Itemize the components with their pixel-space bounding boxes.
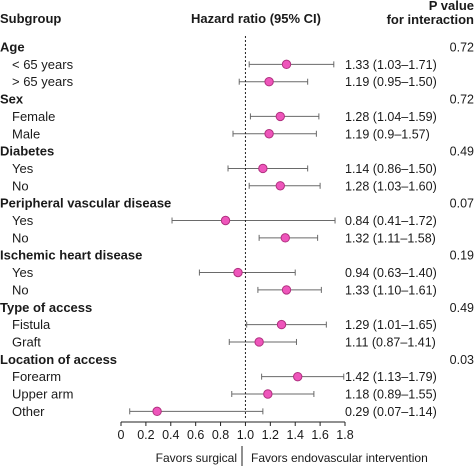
hazard-ratio-estimate: 1.33 (1.10–1.61) bbox=[345, 283, 437, 297]
subgroup-label: Female bbox=[12, 109, 55, 124]
hazard-ratio-point bbox=[293, 371, 303, 382]
hazard-ratio-estimate: 1.19 (0.95–1.50) bbox=[345, 75, 437, 89]
favors-endovascular-label: Favors endovascular intervention bbox=[251, 451, 428, 465]
hazard-ratio-point bbox=[258, 163, 268, 174]
subgroup-label: Fistula bbox=[12, 317, 51, 332]
hazard-ratio-point bbox=[281, 59, 292, 70]
hazard-ratio-estimate: 1.11 (0.87–1.41) bbox=[345, 335, 436, 349]
hazard-ratio-estimate: 0.29 (0.07–1.14) bbox=[345, 405, 437, 419]
p-value-header-line2: for interaction bbox=[387, 12, 474, 27]
hazard-ratio-estimate: 1.19 (0.9–1.57) bbox=[345, 127, 430, 141]
subgroup-header: Subgroup bbox=[0, 11, 61, 26]
hazard-ratio-point bbox=[280, 233, 290, 243]
x-tick-label: 1.0 bbox=[237, 428, 254, 442]
subgroup-label: Yes bbox=[12, 161, 34, 176]
favors-surgical-label: Favors surgical bbox=[156, 451, 237, 465]
hazard-ratio-estimate: 1.28 (1.04–1.59) bbox=[345, 110, 437, 124]
group-label: Type of access bbox=[0, 300, 92, 315]
x-tick-label: 0.2 bbox=[137, 428, 154, 442]
x-tick-label: 0.4 bbox=[162, 428, 179, 442]
p-interaction-value: 0.49 bbox=[450, 301, 474, 315]
subgroup-label: No bbox=[12, 178, 29, 193]
x-tick-label: 0.8 bbox=[212, 428, 229, 442]
group-label: Location of access bbox=[0, 352, 117, 367]
hazard-ratio-point bbox=[263, 389, 273, 399]
x-tick-label: 1.8 bbox=[336, 428, 353, 442]
hazard-ratio-estimate: 1.18 (0.89–1.55) bbox=[345, 388, 437, 402]
subgroup-label: Forearm bbox=[12, 369, 61, 384]
x-tick-label: 1.6 bbox=[311, 428, 328, 442]
x-tick-label: 0 bbox=[118, 428, 125, 442]
group-label: Sex bbox=[0, 92, 24, 107]
hazard-ratio-point bbox=[220, 215, 231, 226]
forest-rows: Age 0.72 < 65 years 1.33 (1.03–1.71) > 65 ye… bbox=[0, 36, 474, 419]
hazard-ratio-estimate: 1.42 (1.13–1.79) bbox=[345, 370, 437, 384]
hazard-ratio-estimate: 1.14 (0.86–1.50) bbox=[345, 162, 437, 176]
subgroup-label: Upper arm bbox=[12, 387, 73, 402]
hazard-ratio-point bbox=[152, 406, 162, 417]
hazard-ratio-point bbox=[275, 181, 285, 191]
p-interaction-value: 0.72 bbox=[450, 41, 474, 55]
hazard-ratio-point bbox=[276, 319, 287, 330]
x-axis: 0 0.2 0.4 0.6 0.8 1.0 1.2 1.4 1.6 1.8 bbox=[118, 421, 354, 442]
hazard-ratio-point bbox=[264, 77, 274, 87]
x-tick-label: 1.4 bbox=[287, 428, 304, 442]
group-label: Diabetes bbox=[0, 144, 54, 159]
p-interaction-value: 0.07 bbox=[450, 197, 474, 211]
group-label: Age bbox=[0, 40, 25, 55]
hazard-ratio-point bbox=[254, 337, 264, 347]
hazard-ratio-estimate: 1.33 (1.03–1.71) bbox=[345, 58, 437, 72]
hazard-ratio-estimate: 1.32 (1.11–1.58) bbox=[345, 231, 436, 245]
subgroup-label: > 65 years bbox=[12, 74, 74, 89]
hazard-ratio-header: Hazard ratio (95% CI) bbox=[191, 11, 321, 26]
hazard-ratio-point bbox=[264, 129, 274, 139]
hazard-ratio-point bbox=[275, 111, 285, 122]
hazard-ratio-estimate: 0.94 (0.63–1.40) bbox=[345, 266, 437, 280]
p-interaction-value: 0.19 bbox=[450, 249, 474, 263]
hazard-ratio-estimate: 0.84 (0.41–1.72) bbox=[345, 214, 437, 228]
subgroup-label: Male bbox=[12, 126, 40, 141]
subgroup-label: < 65 years bbox=[12, 57, 74, 72]
hazard-ratio-estimate: 1.28 (1.03–1.60) bbox=[345, 179, 437, 193]
group-label: Peripheral vascular disease bbox=[0, 196, 171, 211]
group-label: Ischemic heart disease bbox=[0, 248, 142, 263]
hazard-ratio-point bbox=[281, 285, 292, 295]
hazard-ratio-point bbox=[233, 267, 243, 278]
subgroup-label: Yes bbox=[12, 213, 34, 228]
p-interaction-value: 0.03 bbox=[450, 353, 474, 367]
hazard-ratio-estimate: 1.29 (1.01–1.65) bbox=[345, 318, 437, 332]
subgroup-label: Yes bbox=[12, 265, 34, 280]
subgroup-label: No bbox=[12, 230, 29, 245]
subgroup-label: Graft bbox=[12, 334, 41, 349]
p-interaction-value: 0.72 bbox=[450, 93, 474, 107]
subgroup-label: Other bbox=[12, 404, 45, 419]
x-tick-label: 0.6 bbox=[187, 428, 204, 442]
p-interaction-value: 0.49 bbox=[450, 145, 474, 159]
p-value-header-line1: P value bbox=[429, 0, 474, 13]
subgroup-label: No bbox=[12, 282, 29, 297]
x-tick-label: 1.2 bbox=[262, 428, 279, 442]
